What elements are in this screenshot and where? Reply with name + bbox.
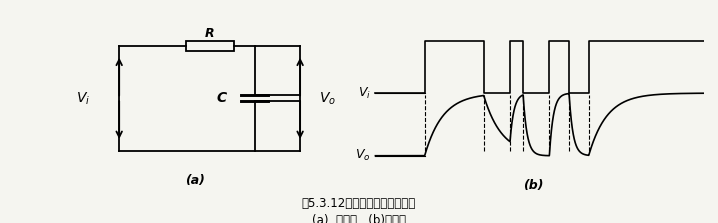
Text: $\boldsymbol{R}$: $\boldsymbol{R}$ — [205, 27, 215, 41]
Text: 图5.3.12利用滤波电路消除冒险: 图5.3.12利用滤波电路消除冒险 — [302, 197, 416, 210]
Bar — [185, 41, 234, 51]
Text: (a)  积分器   (b)波形图: (a) 积分器 (b)波形图 — [312, 214, 406, 223]
Text: (a): (a) — [185, 173, 205, 187]
Text: $\boldsymbol{C}$: $\boldsymbol{C}$ — [215, 91, 228, 105]
Text: $\boldsymbol{V_o}$: $\boldsymbol{V_o}$ — [355, 148, 370, 163]
Text: (b): (b) — [523, 179, 544, 192]
Text: $\boldsymbol{V_i}$: $\boldsymbol{V_i}$ — [358, 86, 370, 101]
Text: $\boldsymbol{V_o}$: $\boldsymbol{V_o}$ — [319, 90, 336, 107]
Text: $\boldsymbol{V_i}$: $\boldsymbol{V_i}$ — [76, 90, 90, 107]
